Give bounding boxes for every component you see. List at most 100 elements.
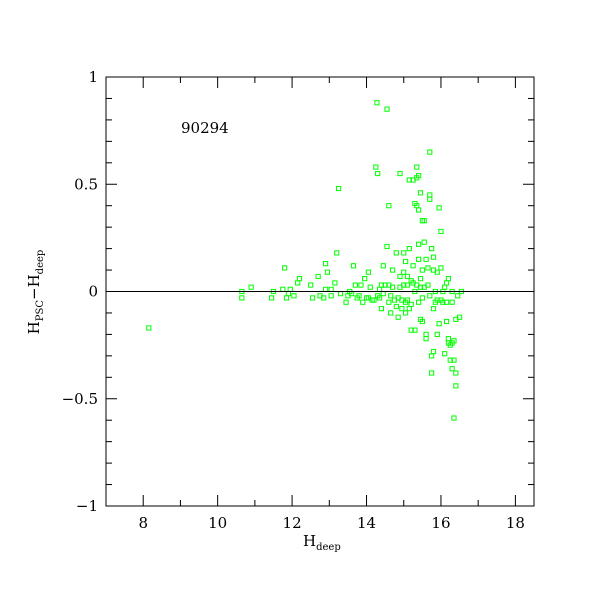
data-point <box>423 256 429 262</box>
data-point <box>425 282 431 288</box>
data-point <box>456 314 463 320</box>
data-point <box>401 269 407 275</box>
data-point <box>414 164 420 170</box>
data-point <box>453 370 459 376</box>
data-point <box>388 310 394 316</box>
data-point <box>427 293 433 299</box>
data-point <box>393 250 399 256</box>
data-point <box>421 239 427 245</box>
data-point <box>360 299 366 305</box>
data-point <box>410 263 416 269</box>
data-point <box>436 205 442 211</box>
data-point <box>282 265 288 271</box>
data-point <box>419 267 425 273</box>
data-point <box>453 383 459 389</box>
data-point <box>375 170 381 177</box>
data-point <box>324 269 331 275</box>
data-point <box>395 314 401 320</box>
data-point <box>451 415 457 421</box>
data-point <box>430 348 437 355</box>
data-point <box>401 250 407 256</box>
data-point <box>308 282 314 288</box>
data-point <box>350 263 357 269</box>
data-point <box>384 243 390 250</box>
x-tick-label: 12 <box>283 514 302 532</box>
dataset-annotation: 90294 <box>181 119 229 137</box>
data-point <box>438 265 444 271</box>
data-point <box>403 310 409 316</box>
data-point <box>406 246 412 252</box>
data-point <box>389 284 396 290</box>
data-point <box>399 306 405 312</box>
data-point <box>269 295 275 301</box>
data-point <box>248 284 254 290</box>
data-point <box>423 336 429 342</box>
data-point <box>371 297 377 303</box>
data-point <box>419 295 425 301</box>
data-point <box>416 207 422 213</box>
y-axis-label-main1: H <box>25 321 43 334</box>
data-point <box>429 370 435 376</box>
data-point <box>315 273 321 280</box>
data-point <box>388 293 394 299</box>
data-point <box>322 261 329 267</box>
data-point <box>417 276 424 282</box>
x-tick-label: 18 <box>506 514 525 532</box>
data-point <box>352 282 358 288</box>
data-point <box>239 295 245 301</box>
data-point <box>417 190 424 196</box>
data-point <box>146 325 152 331</box>
data-point <box>416 241 422 247</box>
tick-labels: 8 10 12 14 16 18 −1 −0.5 0 0.5 1 <box>62 68 525 532</box>
data-point <box>362 276 368 282</box>
data-point <box>376 295 383 301</box>
data-point <box>386 203 392 209</box>
x-axis-label-sub: deep <box>316 542 341 553</box>
data-point <box>332 280 338 286</box>
y-axis-label: HPSC−Hdeep <box>25 250 46 335</box>
data-point <box>386 299 392 305</box>
data-point <box>449 299 455 305</box>
data-point <box>334 250 340 256</box>
data-points <box>146 100 465 421</box>
y-tick-label: 0.5 <box>74 175 98 193</box>
x-tick-label: 10 <box>208 514 227 532</box>
y-tick-label: 0 <box>88 283 98 301</box>
data-point <box>416 173 422 179</box>
data-point <box>365 269 371 275</box>
data-point <box>343 299 349 305</box>
data-point <box>384 106 390 112</box>
data-point <box>434 331 440 337</box>
axis-ticks <box>105 76 534 507</box>
data-point <box>412 327 418 333</box>
data-point <box>397 170 403 177</box>
data-point <box>321 295 327 301</box>
data-point <box>427 192 433 198</box>
data-point <box>419 318 425 325</box>
y-tick-label: 1 <box>88 68 98 86</box>
data-point <box>455 293 461 299</box>
data-point <box>378 306 385 312</box>
x-tick-label: 8 <box>138 514 148 532</box>
data-point <box>403 258 409 265</box>
y-axis-label-sub1: PSC <box>35 300 46 322</box>
data-point <box>367 284 373 290</box>
x-tick-label: 14 <box>357 514 376 532</box>
data-point <box>451 338 457 344</box>
y-axis-label-minus: − <box>25 287 43 300</box>
data-point <box>404 273 411 280</box>
data-point <box>309 295 316 301</box>
data-point <box>328 293 334 299</box>
data-point <box>291 293 297 299</box>
data-point <box>451 357 457 363</box>
x-axis-label: Hdeep <box>303 532 341 553</box>
data-point <box>380 263 386 269</box>
data-point <box>404 297 411 303</box>
data-point <box>430 306 437 312</box>
data-point <box>373 164 379 170</box>
data-point <box>443 299 450 305</box>
data-point <box>449 366 455 372</box>
data-point <box>427 149 433 155</box>
